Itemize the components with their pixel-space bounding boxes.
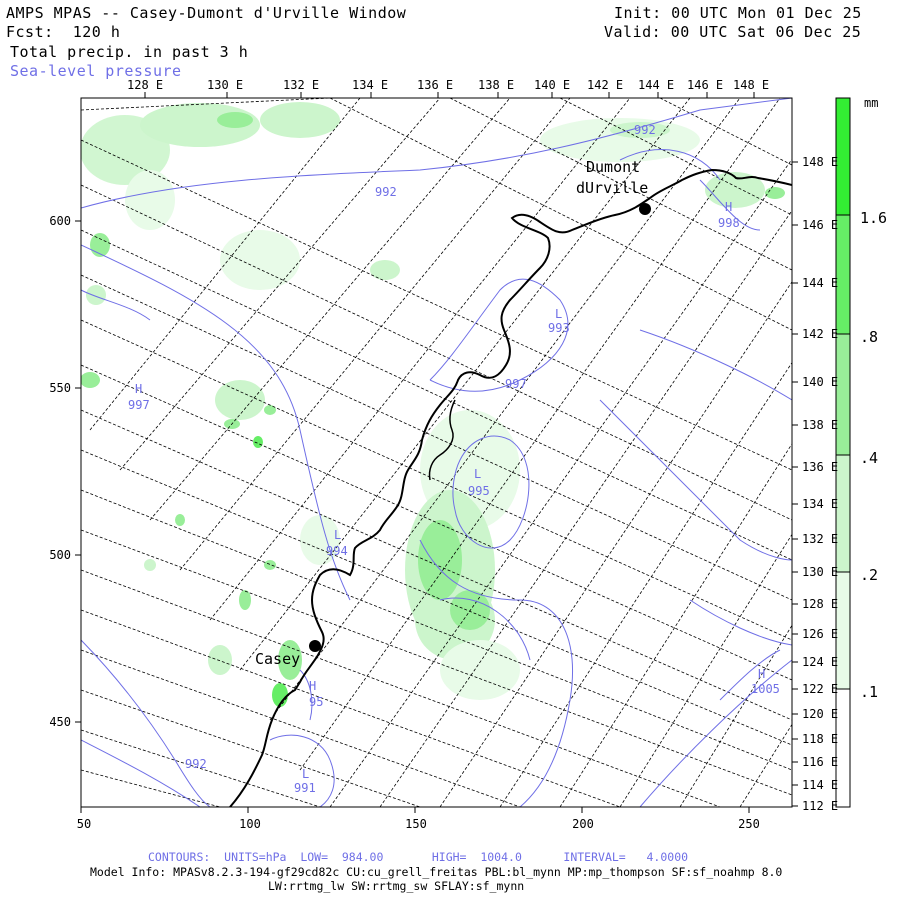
- pressure-label: 95: [309, 695, 323, 709]
- pressure-label: 992: [375, 185, 397, 199]
- valid-time: Valid: 00 UTC Sat 06 Dec 25: [604, 23, 862, 41]
- right-lon-label: 128 E: [802, 597, 838, 611]
- left-ticks: [75, 220, 81, 723]
- right-lon-label: 116 E: [802, 755, 838, 769]
- right-lon-label: 126 E: [802, 627, 838, 641]
- bottom-x-label: 150: [405, 817, 427, 831]
- right-lon-labels: 148 E 146 E 144 E 142 E 140 E 138 E 136 …: [802, 155, 838, 813]
- right-lon-label: 134 E: [802, 497, 838, 511]
- top-lon-label: 134 E: [352, 78, 388, 92]
- station-marker-dumont: [639, 203, 651, 215]
- overlay-name: Sea-level pressure: [10, 62, 182, 80]
- top-lon-label: 140 E: [534, 78, 570, 92]
- station-marker-casey: [309, 640, 321, 652]
- pressure-contours: [81, 98, 792, 807]
- left-y-label: 550: [49, 381, 71, 395]
- right-lon-label: 112 E: [802, 799, 838, 813]
- colorbar-labels: mm 1.6 .8 .4 .2 .1: [860, 96, 887, 701]
- pressure-label: L: [474, 467, 481, 481]
- pressure-label: 993: [548, 321, 570, 335]
- colorbar-unit: mm: [864, 96, 878, 110]
- left-y-label: 500: [49, 548, 71, 562]
- right-lon-label: 146 E: [802, 218, 838, 232]
- top-lon-label: 130 E: [207, 78, 243, 92]
- right-lon-label: 120 E: [802, 707, 838, 721]
- right-lon-label: 132 E: [802, 532, 838, 546]
- coastline: [229, 168, 792, 807]
- right-lon-label: 118 E: [802, 732, 838, 746]
- right-lon-label: 138 E: [802, 418, 838, 432]
- pressure-label: 997: [128, 398, 150, 412]
- right-lon-label: 114 E: [802, 778, 838, 792]
- pressure-label: L: [334, 528, 341, 542]
- top-lon-label: 128 E: [127, 78, 163, 92]
- field-name: Total precip. in past 3 h: [10, 43, 249, 61]
- map-title: AMPS MPAS -- Casey-Dumont d'Urville Wind…: [6, 4, 407, 22]
- left-y-labels: 600 550 500 450: [49, 214, 71, 729]
- top-lon-label: 138 E: [478, 78, 514, 92]
- right-lon-label: 140 E: [802, 375, 838, 389]
- right-ticks: [792, 161, 798, 807]
- colorbar: [835, 97, 851, 808]
- pressure-label: 992: [634, 123, 656, 137]
- pressure-label: 994: [326, 544, 348, 558]
- bottom-x-label: 200: [572, 817, 594, 831]
- pressure-label: H: [758, 667, 765, 681]
- contour-info: CONTOURS: UNITS=hPa LOW= 984.00 HIGH= 10…: [148, 850, 689, 864]
- right-lon-label: 142 E: [802, 327, 838, 341]
- pressure-label: L: [302, 767, 309, 781]
- pressure-label: 991: [294, 781, 316, 795]
- top-lon-label: 146 E: [687, 78, 723, 92]
- forecast-hour: Fcst: 120 h: [6, 23, 121, 41]
- model-info: Model Info: MPASv8.2.3-194-gf29cd82c CU:…: [90, 865, 783, 879]
- colorbar-label: .8: [860, 328, 878, 346]
- pressure-label: 998: [718, 216, 740, 230]
- right-lon-label: 136 E: [802, 460, 838, 474]
- pressure-label: 992: [185, 757, 207, 771]
- map-plot: [81, 98, 792, 807]
- colorbar-label: 1.6: [860, 209, 887, 227]
- pressure-label: 995: [468, 484, 490, 498]
- pressure-label: L: [555, 307, 562, 321]
- top-lon-label: 132 E: [283, 78, 319, 92]
- pressure-label: H: [135, 382, 142, 396]
- colorbar-label: .2: [860, 566, 878, 584]
- top-lon-label: 142 E: [587, 78, 623, 92]
- station-label-dumont: Dumont: [586, 158, 640, 176]
- pressure-labels: 992 992 H 997 L 993 997 L 995 L 994 H 95…: [128, 123, 780, 795]
- left-y-label: 600: [49, 214, 71, 228]
- right-lon-label: 130 E: [802, 565, 838, 579]
- bottom-x-label: 250: [738, 817, 760, 831]
- graticule: [81, 98, 792, 807]
- pressure-label: 1005: [751, 682, 780, 696]
- top-ticks: [144, 92, 755, 98]
- station-label-casey: Casey: [255, 650, 300, 668]
- bottom-ticks: [80, 807, 750, 813]
- right-lon-label: 148 E: [802, 155, 838, 169]
- left-y-label: 450: [49, 715, 71, 729]
- precip-shading: [81, 102, 785, 707]
- bottom-x-label: 50: [77, 817, 91, 831]
- init-time: Init: 00 UTC Mon 01 Dec 25: [614, 4, 862, 22]
- bottom-x-label: 100: [239, 817, 261, 831]
- map-frame: [80, 97, 793, 808]
- station-label-durville: dUrville: [576, 179, 648, 197]
- colorbar-label: .4: [860, 449, 878, 467]
- pressure-label: H: [309, 679, 316, 693]
- top-lon-label: 144 E: [638, 78, 674, 92]
- top-lon-labels: 128 E 130 E 132 E 134 E 136 E 138 E 140 …: [127, 78, 769, 92]
- right-lon-label: 122 E: [802, 682, 838, 696]
- model-info-line2: LW:rrtmg_lw SW:rrtmg_sw SFLAY:sf_mynn: [268, 879, 525, 893]
- pressure-label: 997: [505, 377, 527, 391]
- top-lon-label: 148 E: [733, 78, 769, 92]
- top-lon-label: 136 E: [417, 78, 453, 92]
- right-lon-label: 124 E: [802, 655, 838, 669]
- right-lon-label: 144 E: [802, 276, 838, 290]
- pressure-label: H: [725, 200, 732, 214]
- colorbar-label: .1: [860, 683, 878, 701]
- bottom-x-labels: 50 100 150 200 250: [77, 817, 760, 831]
